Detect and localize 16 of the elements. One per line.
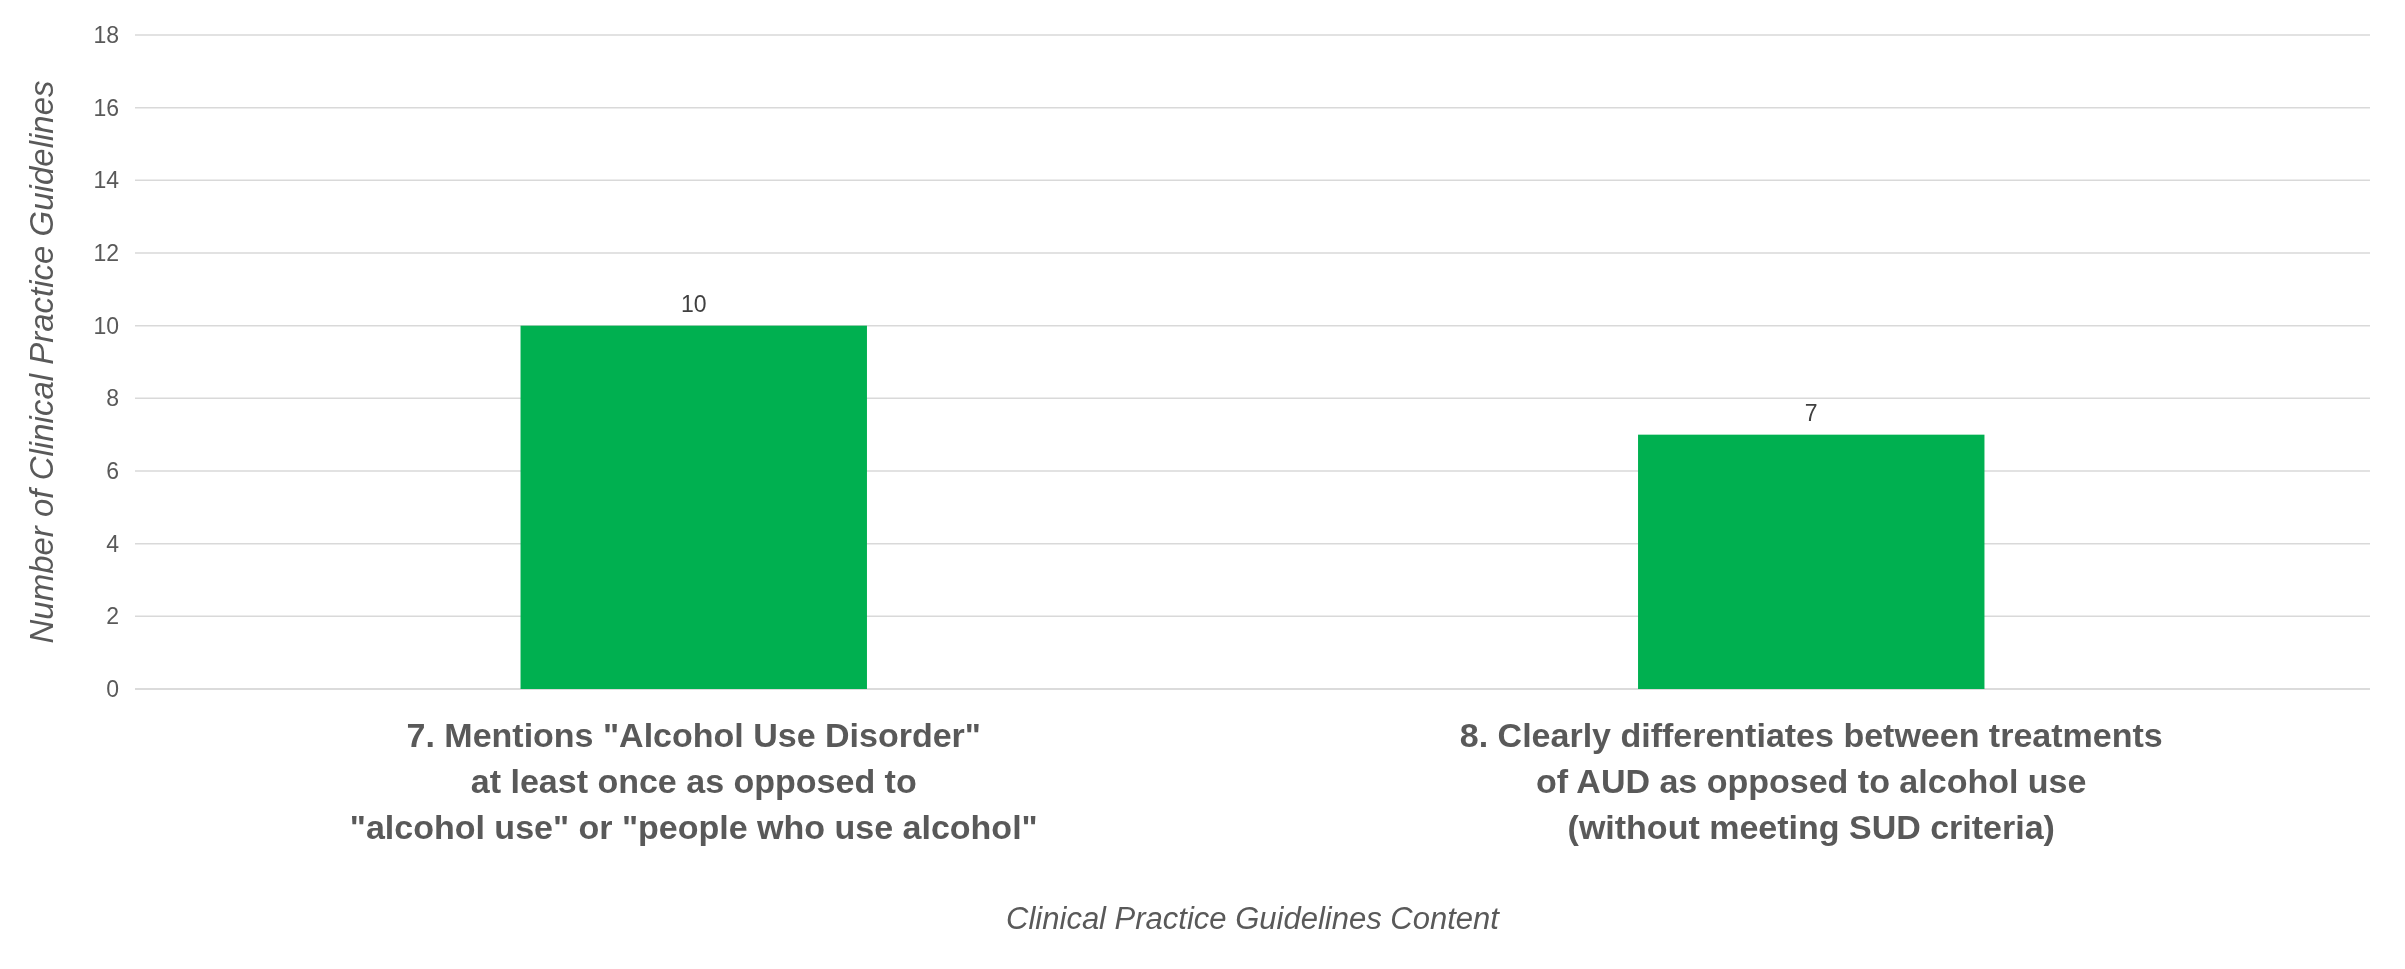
- x-tick-label: 7. Mentions "Alcohol Use Disorder" at least once as opposed to "alcohol use" or "people who use alcohol": [349, 716, 1038, 846]
- y-tick-label: 18: [93, 22, 119, 49]
- x-tick-label: 8. Clearly differentiates between treatments of AUD as opposed to alcohol use (without meeting SUD criteria): [1459, 716, 2163, 846]
- y-tick-label: 10: [93, 312, 119, 339]
- y-tick-label: 14: [93, 167, 120, 194]
- x-axis-title: Clinical Practice Guidelines Content: [1006, 901, 1501, 936]
- y-tick-label: 2: [106, 603, 119, 630]
- y-tick-label: 0: [106, 676, 119, 703]
- y-tick-label: 6: [106, 458, 119, 485]
- data-label: 7: [1804, 399, 1818, 426]
- y-tick-label: 12: [93, 240, 119, 267]
- y-axis-title: Number of Clinical Practice Guidelines: [23, 80, 60, 644]
- y-tick-label: 8: [106, 385, 119, 412]
- y-tick-label: 16: [93, 94, 119, 121]
- data-label: 10: [680, 290, 707, 317]
- y-tick-label: 4: [106, 530, 120, 557]
